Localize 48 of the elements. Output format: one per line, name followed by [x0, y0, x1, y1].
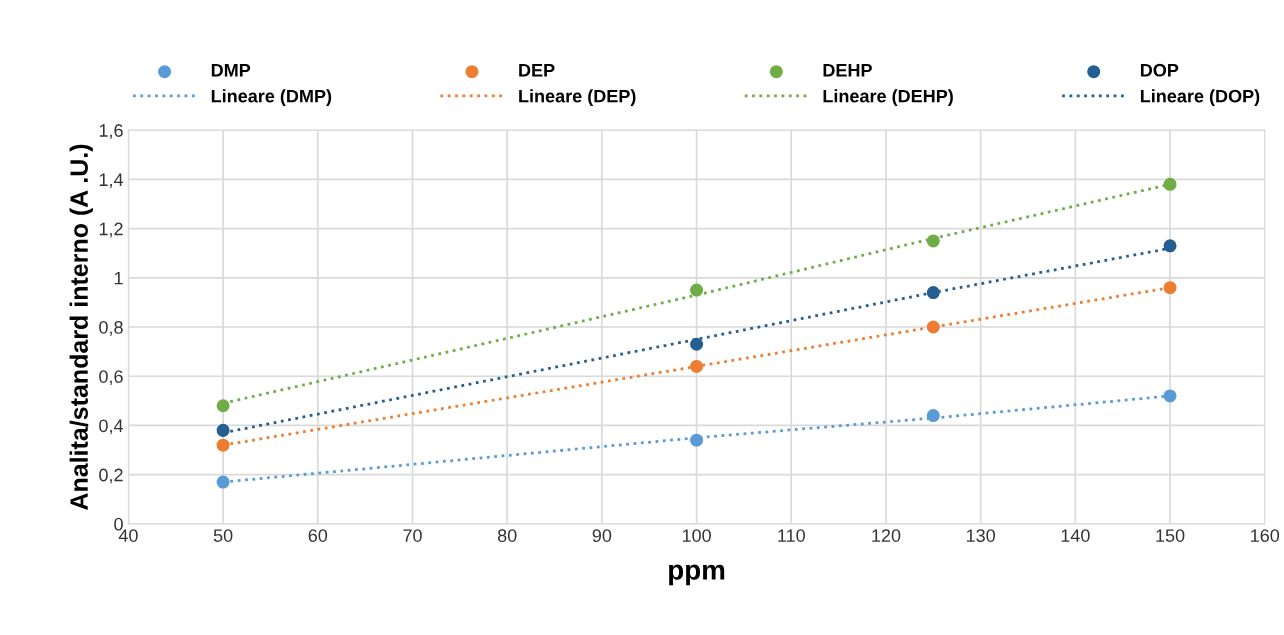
legend-label: DOP — [1140, 63, 1179, 77]
y-tick-label: 1,4 — [99, 173, 124, 189]
x-tick-label: 40 — [118, 529, 138, 542]
legend-label: Lineare (DOP) — [1140, 89, 1260, 107]
x-tick-label: 100 — [682, 529, 711, 542]
point — [690, 359, 704, 373]
x-tick-label: 140 — [1061, 529, 1090, 542]
point — [216, 423, 230, 437]
point — [1163, 177, 1177, 191]
point — [926, 234, 940, 248]
legend-label: Lineare (DMP) — [211, 89, 332, 107]
legend-label: Lineare (DEP) — [519, 89, 636, 107]
x-tick-label: 120 — [872, 529, 901, 542]
point — [216, 399, 230, 413]
legend-label: Lineare (DEHP) — [823, 89, 953, 107]
y-tick-label: 1,6 — [99, 124, 123, 140]
y-tick-label: 0,6 — [99, 370, 123, 386]
point — [926, 286, 940, 300]
x-tick-label: 60 — [308, 529, 328, 542]
legend-label: DEHP — [823, 64, 872, 77]
point — [926, 320, 940, 334]
x-tick-label: 150 — [1156, 529, 1185, 542]
legend-label: DEP — [519, 64, 555, 77]
point — [690, 433, 704, 447]
point — [926, 409, 940, 423]
x-axis-title: ppm — [669, 564, 725, 586]
legend-label: DMP — [211, 64, 251, 77]
y-tick-label: 0,8 — [99, 320, 123, 336]
point — [216, 475, 230, 489]
x-tick-label: 70 — [403, 529, 422, 542]
x-tick-label: 160 — [1251, 529, 1280, 542]
x-tick-label: 50 — [213, 529, 233, 542]
x-tick-label: 110 — [778, 529, 805, 542]
x-tick-label: 90 — [592, 529, 612, 542]
y-tick-label: 0,4 — [99, 419, 124, 435]
point — [1163, 239, 1177, 253]
point — [216, 438, 230, 452]
y-tick-label: 0,2 — [99, 468, 123, 484]
point — [690, 337, 704, 351]
y-tick-label: 1 — [114, 271, 123, 285]
x-tick-label: 80 — [497, 529, 517, 542]
point — [690, 283, 704, 297]
y-axis-title: Analita/standard interno (A .U.) — [69, 144, 93, 510]
point — [1163, 281, 1177, 295]
x-tick-label: 130 — [966, 529, 996, 542]
y-tick-label: 1,2 — [99, 222, 123, 238]
y-tick-label: 0 — [114, 517, 123, 531]
point — [1163, 389, 1177, 403]
